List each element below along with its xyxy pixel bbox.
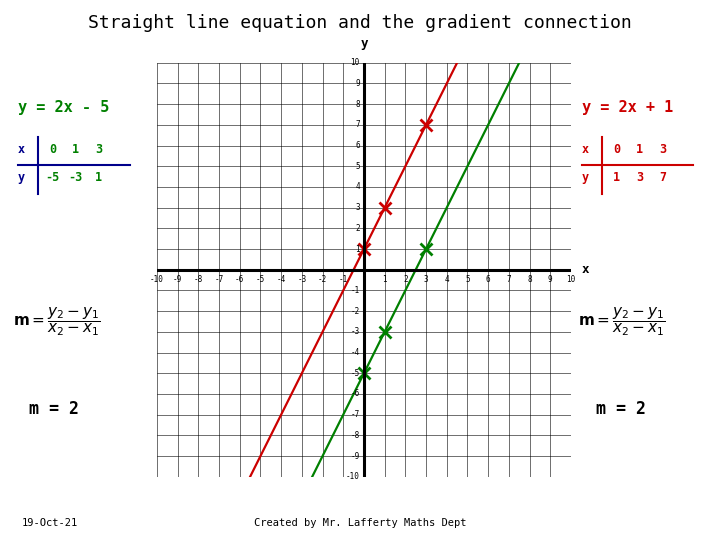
Text: -7: -7: [215, 275, 224, 284]
Text: -5: -5: [256, 275, 265, 284]
Text: y = 2x - 5: y = 2x - 5: [18, 100, 109, 115]
Text: -9: -9: [351, 451, 360, 461]
Text: Created by Mr. Lafferty Maths Dept: Created by Mr. Lafferty Maths Dept: [253, 518, 467, 528]
Text: 0: 0: [613, 143, 620, 156]
Text: -3: -3: [351, 327, 360, 336]
Text: -10: -10: [150, 275, 164, 284]
Text: -6: -6: [351, 389, 360, 399]
Text: -2: -2: [351, 307, 360, 315]
Text: x: x: [582, 143, 589, 156]
Text: 3: 3: [95, 143, 102, 156]
Text: 8: 8: [527, 275, 532, 284]
Text: 1: 1: [355, 245, 360, 254]
Text: 19-Oct-21: 19-Oct-21: [22, 518, 78, 528]
Text: 8: 8: [355, 99, 360, 109]
Text: 3: 3: [636, 171, 643, 184]
Text: x: x: [581, 263, 589, 276]
Text: -4: -4: [351, 348, 360, 357]
Text: 6: 6: [355, 141, 360, 150]
Text: 7: 7: [355, 120, 360, 129]
Text: 4: 4: [444, 275, 449, 284]
Text: -8: -8: [351, 431, 360, 440]
Text: 2: 2: [403, 275, 408, 284]
Text: $\mathbf{m} = \dfrac{y_2 - y_1}{x_2 - x_1}$: $\mathbf{m} = \dfrac{y_2 - y_1}{x_2 - x_…: [13, 305, 101, 338]
Text: 10: 10: [351, 58, 360, 68]
Text: 10: 10: [567, 275, 575, 284]
Text: 9: 9: [355, 79, 360, 88]
Text: -5: -5: [351, 369, 360, 378]
Text: 4: 4: [355, 183, 360, 192]
Text: 6: 6: [486, 275, 490, 284]
Text: y: y: [18, 171, 25, 184]
Text: m = 2: m = 2: [29, 400, 78, 417]
Text: $\mathbf{m} = \dfrac{y_2 - y_1}{x_2 - x_1}$: $\mathbf{m} = \dfrac{y_2 - y_1}{x_2 - x_…: [578, 305, 666, 338]
Text: 7: 7: [507, 275, 511, 284]
Text: 3: 3: [355, 203, 360, 212]
Text: m = 2: m = 2: [596, 400, 646, 417]
Text: 5: 5: [465, 275, 469, 284]
Text: 1: 1: [636, 143, 643, 156]
Text: -1: -1: [338, 275, 348, 284]
Text: 1: 1: [72, 143, 79, 156]
Text: 7: 7: [659, 171, 666, 184]
Text: -10: -10: [346, 472, 360, 481]
Text: y = 2x + 1: y = 2x + 1: [582, 100, 673, 115]
Text: -3: -3: [297, 275, 307, 284]
Text: 3: 3: [424, 275, 428, 284]
Text: 5: 5: [355, 162, 360, 171]
Text: -6: -6: [235, 275, 244, 284]
Text: -3: -3: [68, 171, 83, 184]
Text: x: x: [18, 143, 25, 156]
Text: -7: -7: [351, 410, 360, 419]
Text: 1: 1: [613, 171, 620, 184]
Text: 2: 2: [355, 224, 360, 233]
Text: Straight line equation and the gradient connection: Straight line equation and the gradient …: [88, 14, 632, 31]
Text: y: y: [360, 37, 368, 50]
Text: -8: -8: [194, 275, 203, 284]
Text: 1: 1: [95, 171, 102, 184]
Text: -1: -1: [351, 286, 360, 295]
Text: 1: 1: [382, 275, 387, 284]
Text: -4: -4: [276, 275, 286, 284]
Text: 3: 3: [659, 143, 666, 156]
Text: -9: -9: [173, 275, 182, 284]
Text: 0: 0: [49, 143, 56, 156]
Text: -2: -2: [318, 275, 327, 284]
Text: 9: 9: [548, 275, 552, 284]
Text: -5: -5: [45, 171, 60, 184]
Text: y: y: [582, 171, 589, 184]
